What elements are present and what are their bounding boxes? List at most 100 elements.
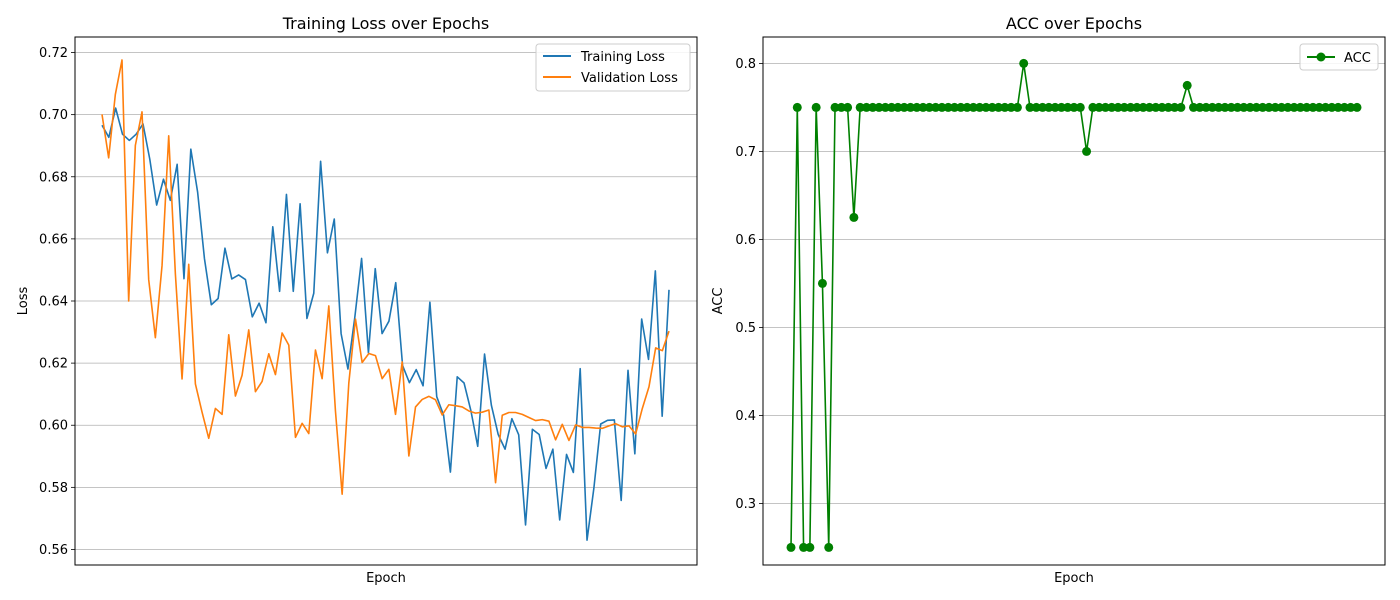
data-point-acc — [1188, 102, 1198, 112]
data-point-acc — [855, 102, 865, 112]
data-point-acc — [931, 102, 941, 112]
loss-chart-legend: Training Loss Validation Loss — [535, 43, 691, 92]
y-tick-label: 0.66 — [39, 232, 68, 247]
data-point-acc — [1270, 102, 1280, 112]
y-tick-label: 0.6 — [735, 233, 756, 248]
data-point-acc — [893, 102, 903, 112]
y-tick-label: 0.4 — [735, 409, 756, 424]
data-point-acc — [1220, 102, 1230, 112]
data-point-acc — [830, 102, 840, 112]
legend-label-acc: ACC — [1344, 51, 1371, 66]
data-point-acc — [843, 102, 853, 112]
data-point-acc — [868, 102, 878, 112]
y-tick-label: 0.5 — [735, 321, 756, 336]
y-tick-label: 0.62 — [39, 357, 68, 372]
data-point-acc — [950, 102, 960, 112]
data-point-acc — [1151, 102, 1161, 112]
y-tick-label: 0.60 — [39, 419, 68, 434]
data-point-acc — [1327, 102, 1337, 112]
y-tick-label: 0.56 — [39, 543, 68, 558]
acc-chart-gridlines — [763, 63, 1385, 504]
data-point-acc — [962, 102, 972, 112]
y-tick-label: 0.68 — [39, 170, 68, 185]
data-point-acc — [1321, 102, 1331, 112]
data-point-acc — [836, 102, 846, 112]
data-point-acc — [1214, 102, 1224, 112]
data-point-acc — [1088, 102, 1098, 112]
data-point-acc — [805, 542, 815, 552]
data-point-acc — [786, 542, 796, 552]
data-point-acc — [1233, 102, 1243, 112]
data-point-acc — [1063, 102, 1073, 112]
loss-chart-y-label: Loss — [16, 287, 31, 316]
acc-chart-x-label: Epoch — [1054, 571, 1094, 586]
data-point-acc — [1201, 102, 1211, 112]
y-tick-label: 0.7 — [735, 145, 756, 160]
data-point-acc — [849, 212, 859, 222]
data-point-acc — [1207, 102, 1217, 112]
acc-chart-y-label: ACC — [711, 288, 726, 315]
loss-chart-axes-frame — [74, 36, 698, 566]
data-point-acc — [1163, 102, 1173, 112]
data-point-acc — [1038, 102, 1048, 112]
data-point-acc — [1182, 80, 1192, 90]
data-point-acc — [1056, 102, 1066, 112]
data-point-acc — [1144, 102, 1154, 112]
data-point-acc — [1019, 58, 1029, 68]
data-point-acc — [1314, 102, 1324, 112]
data-point-acc — [861, 102, 871, 112]
data-point-acc — [792, 102, 802, 112]
data-point-acc — [1226, 102, 1236, 112]
data-point-acc — [1006, 102, 1016, 112]
legend-marker-acc — [1316, 52, 1326, 62]
data-point-acc — [1170, 102, 1180, 112]
y-tick-label: 0.8 — [735, 57, 756, 72]
data-point-acc — [1100, 102, 1110, 112]
data-point-acc — [1075, 102, 1085, 112]
loss-chart-series — [101, 59, 670, 541]
data-point-acc — [1025, 102, 1035, 112]
data-point-acc — [887, 102, 897, 112]
data-point-acc — [1302, 102, 1312, 112]
data-point-acc — [1132, 102, 1142, 112]
data-point-acc — [1283, 102, 1293, 112]
data-point-acc — [1295, 102, 1305, 112]
data-point-acc — [1107, 102, 1117, 112]
data-point-acc — [956, 102, 966, 112]
data-point-acc — [943, 102, 953, 112]
data-point-acc — [817, 278, 827, 288]
acc-chart-y-ticks: 0.3 0.4 0.5 0.6 0.7 0.8 — [735, 57, 763, 512]
data-point-acc — [918, 102, 928, 112]
legend-label-training-loss: Training Loss — [580, 50, 665, 65]
data-point-acc — [874, 102, 884, 112]
data-point-acc — [1069, 102, 1079, 112]
data-point-acc — [1176, 102, 1186, 112]
data-point-acc — [1031, 102, 1041, 112]
data-point-acc — [912, 102, 922, 112]
data-point-acc — [1339, 102, 1349, 112]
data-point-acc — [1239, 102, 1249, 112]
data-point-acc — [1333, 102, 1343, 112]
data-point-acc — [1050, 102, 1060, 112]
loss-chart-legend-box — [535, 43, 691, 92]
acc-chart: ACC over Epochs 0.3 0.4 0.5 0.6 0.7 0.8 Epoch… — [711, 14, 1386, 586]
data-point-acc — [1044, 102, 1054, 112]
data-point-acc — [968, 102, 978, 112]
series-line-training-loss — [101, 107, 670, 541]
data-point-acc — [975, 102, 985, 112]
acc-chart-series — [786, 58, 1362, 552]
loss-chart-y-ticks: 0.56 0.58 0.60 0.62 0.64 0.66 0.68 0.70 0.72 — [39, 46, 75, 558]
data-point-acc — [1126, 102, 1136, 112]
data-point-acc — [799, 542, 809, 552]
data-point-acc — [1119, 102, 1129, 112]
acc-chart-axes-frame — [762, 36, 1386, 566]
y-tick-label: 0.64 — [39, 295, 68, 310]
data-point-acc — [994, 102, 1004, 112]
data-point-acc — [824, 542, 834, 552]
acc-chart-title: ACC over Epochs — [1006, 14, 1142, 33]
legend-label-validation-loss: Validation Loss — [581, 71, 678, 86]
data-point-acc — [1308, 102, 1318, 112]
data-point-acc — [1195, 102, 1205, 112]
data-point-acc — [924, 102, 934, 112]
